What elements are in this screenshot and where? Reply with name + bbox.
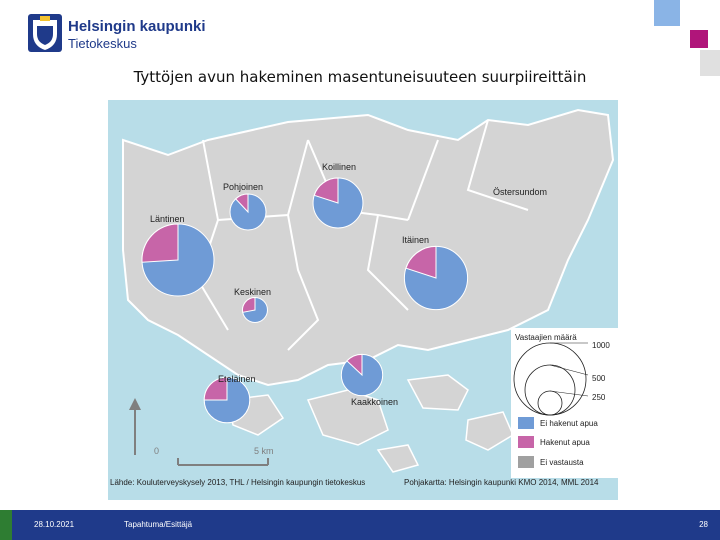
district-label: Keskinen <box>234 287 271 297</box>
footer-date: 28.10.2021 <box>34 520 75 529</box>
scale-end: 5 km <box>254 446 274 456</box>
legend-category-label: Hakenut apua <box>540 438 590 447</box>
legend-size-label: 1000 <box>592 341 610 350</box>
district-map: Läntinen Pohjoinen Koillinen Östersundom Itä… <box>108 100 618 500</box>
footer-event: Tapahtuma/Esittäjä <box>124 520 193 529</box>
legend-swatch <box>518 436 534 448</box>
footer-bar: 28.10.2021 Tapahtuma/Esittäjä 28 <box>0 510 720 540</box>
island <box>465 411 514 451</box>
district-pie <box>229 193 267 231</box>
legend-category-label: Ei vastausta <box>540 458 584 467</box>
pie-slice-sought-help <box>141 223 179 263</box>
legend-category-label: Ei hakenut apua <box>540 419 598 428</box>
district-pie <box>340 353 384 397</box>
scale-start: 0 <box>154 446 159 456</box>
district-pie <box>312 177 364 229</box>
city-name: Helsingin kaupunki <box>68 18 206 35</box>
source-note: Lähde: Kouluterveyskysely 2013, THL / He… <box>110 478 366 487</box>
district-label: Östersundom <box>493 187 547 197</box>
helsinki-crest-logo <box>28 14 62 52</box>
pie-slice-sought-help <box>234 193 249 214</box>
district-label: Koillinen <box>322 162 356 172</box>
legend-swatch <box>518 456 534 468</box>
district-label: Eteläinen <box>218 374 256 384</box>
district-label: Läntinen <box>150 214 185 224</box>
pie-slice-sought-help <box>346 353 363 377</box>
legend-size-label: 500 <box>592 374 606 383</box>
pie-slice-sought-help <box>203 376 228 401</box>
district-pie <box>203 376 251 424</box>
basemap-note: Pohjakartta: Helsingin kaupunki KMO 2014… <box>404 478 599 487</box>
pie-slice-sought-help <box>405 245 437 279</box>
pie-slice-sought-help <box>313 177 339 204</box>
district-label: Pohjoinen <box>223 182 263 192</box>
pie-charts-layer <box>141 177 469 424</box>
north-arrow <box>129 398 141 455</box>
island <box>376 444 420 473</box>
legend-title: Vastaajien määrä <box>515 333 577 342</box>
unit-name: Tietokeskus <box>68 36 137 51</box>
legend-swatch <box>518 417 534 429</box>
district-label: Itäinen <box>402 235 429 245</box>
island <box>406 374 469 411</box>
legend-size-label: 250 <box>592 393 606 402</box>
district-pie <box>141 223 215 297</box>
district-label: Kaakkoinen <box>351 397 398 407</box>
footer-accent <box>0 510 12 540</box>
legend: Vastaajien määrä 1000 500 250 Ei hakenut… <box>511 328 618 478</box>
district-pie <box>403 245 469 311</box>
pie-slice-sought-help <box>242 297 256 313</box>
corner-decoration <box>654 0 720 76</box>
scale-bar: 0 5 km <box>154 446 274 466</box>
district-pie <box>242 297 268 323</box>
page-number: 28 <box>699 520 708 529</box>
map-title: Tyttöjen avun hakeminen masentuneisuutee… <box>133 68 587 86</box>
